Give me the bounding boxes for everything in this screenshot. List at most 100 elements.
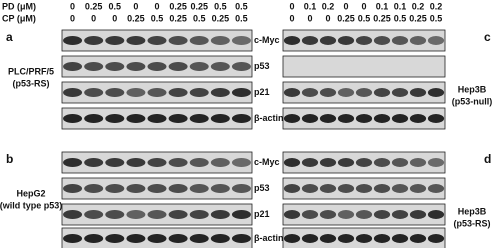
pd-value: 0.25 [85,1,103,11]
band [189,234,209,243]
band [301,36,319,45]
band [147,62,167,71]
band [126,114,146,123]
panel-letter: a [6,30,13,44]
cp-value: 0.25 [409,13,427,23]
cp-value: 0.25 [169,13,187,23]
band [355,88,373,97]
band [84,158,104,167]
band [301,158,319,167]
band [63,88,83,97]
cp-value: 0.5 [430,13,443,23]
band [409,234,427,243]
band [301,184,319,193]
band [301,210,319,219]
cp-value: 0.5 [358,13,371,23]
pd-value: 0 [361,1,366,11]
band [105,158,125,167]
cell-line: (p53-RS) [12,78,49,88]
band [355,184,373,193]
band [126,62,146,71]
protein-label: c-Myc [254,157,280,167]
band [283,36,301,45]
cp-label: CP (μM) [2,13,36,23]
band [126,184,146,193]
band [84,88,104,97]
pd-value: 0.2 [412,1,425,11]
panel-letter: c [484,30,491,44]
band [63,234,83,243]
cp-value: 0.25 [373,13,391,23]
band [84,114,104,123]
band [63,114,83,123]
cell-line: PLC/PRF/5 [8,66,54,76]
band [427,114,445,123]
cell-line: (p53-null) [452,96,493,106]
cp-value: 0 [112,13,117,23]
band [337,88,355,97]
cp-value: 0 [289,13,294,23]
band [210,234,230,243]
band [126,158,146,167]
band [168,114,188,123]
pd-value: 0.25 [169,1,187,11]
band [355,234,373,243]
band [210,62,230,71]
pd-value: 0 [154,1,159,11]
pd-value: 0.25 [190,1,208,11]
band [427,234,445,243]
band [210,210,230,219]
band [126,234,146,243]
band [337,158,355,167]
band [283,158,301,167]
band [147,114,167,123]
band [391,234,409,243]
pd-value: 0.5 [214,1,227,11]
band [337,234,355,243]
band [427,36,445,45]
cp-value: 0.5 [235,13,248,23]
band [126,88,146,97]
pd-value: 0.1 [394,1,407,11]
cp-value: 0.25 [337,13,355,23]
band [301,88,319,97]
band [391,210,409,219]
band [231,234,251,243]
band [189,88,209,97]
cell-line: (wild type p53) [0,200,62,210]
protein-label: p21 [254,209,270,219]
band [319,184,337,193]
band [84,234,104,243]
band [105,88,125,97]
band [84,210,104,219]
band [147,234,167,243]
band [210,114,230,123]
band [373,210,391,219]
cp-value: 0.5 [394,13,407,23]
cell-line: Hep3B [458,84,487,94]
band [105,184,125,193]
pd-value: 0 [70,1,75,11]
protein-label: p53 [254,61,270,71]
band [189,184,209,193]
band [409,184,427,193]
pd-value: 0 [133,1,138,11]
protein-label: c-Myc [254,35,280,45]
band [63,36,83,45]
band [319,36,337,45]
band [337,36,355,45]
cp-value: 0 [70,13,75,23]
band [84,36,104,45]
band [373,184,391,193]
band [168,184,188,193]
band [373,114,391,123]
band [147,36,167,45]
band [283,210,301,219]
protein-label: p53 [254,183,270,193]
band [391,88,409,97]
band [409,88,427,97]
band [147,184,167,193]
band [409,158,427,167]
band [147,158,167,167]
band [319,158,337,167]
